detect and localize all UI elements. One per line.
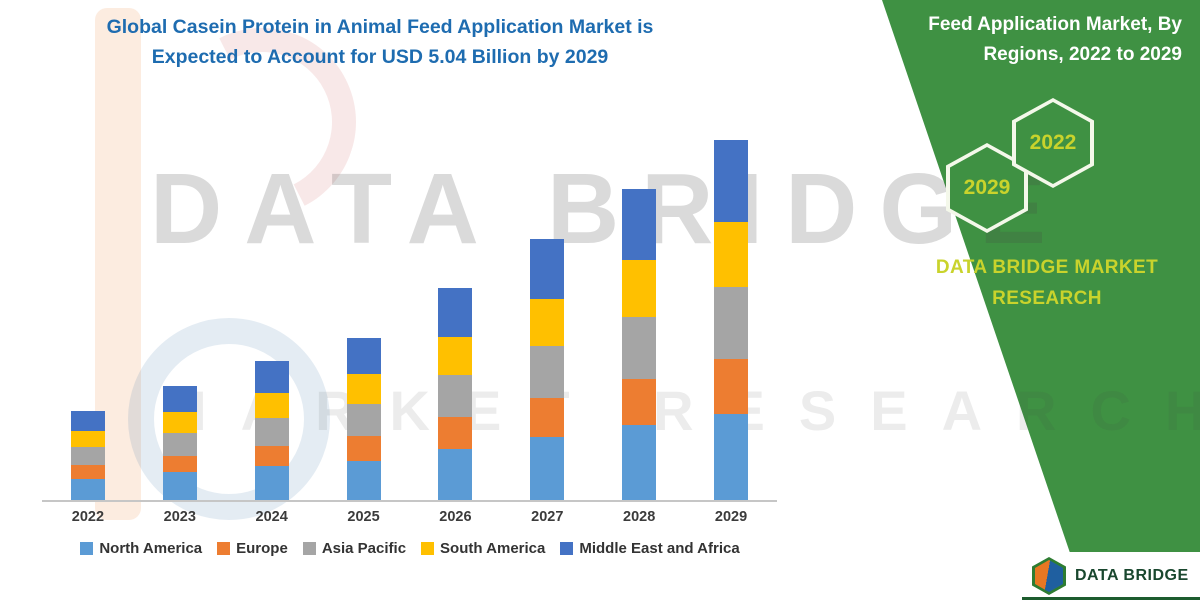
legend-swatch	[560, 542, 574, 555]
legend-item: North America	[80, 540, 202, 557]
bar-segment	[346, 436, 381, 461]
brand-text-line2: RESEARCH	[992, 288, 1102, 310]
bar-segment	[254, 445, 289, 467]
bar-segment	[530, 239, 565, 299]
stacked-bar	[346, 337, 381, 500]
legend-label: Europe	[236, 540, 288, 557]
bar-segment	[622, 316, 657, 379]
side-panel-heading-line2: Regions, 2022 to 2029	[983, 44, 1182, 66]
bar-segment	[438, 448, 473, 500]
bar-segment	[346, 403, 381, 437]
bar-2023	[134, 386, 226, 500]
bar-segment	[438, 287, 473, 337]
bar-segment	[162, 386, 197, 413]
bar-2024	[226, 361, 318, 500]
bar-segment	[254, 392, 289, 418]
stacked-bar	[162, 386, 197, 500]
stacked-bar	[622, 189, 657, 500]
legend-label: South America	[440, 540, 546, 557]
bar-2022	[42, 411, 134, 500]
bar-segment	[70, 465, 105, 479]
legend-item: Middle East and Africa	[560, 540, 740, 557]
bar-segment	[70, 478, 105, 500]
stacked-bar	[254, 361, 289, 500]
bar-segment	[70, 431, 105, 448]
x-axis-label: 2023	[163, 509, 196, 525]
chart-title: Global Casein Protein in Animal Feed App…	[55, 12, 705, 72]
bar-segment	[714, 359, 749, 414]
chart-legend: North America Europe Asia Pacific South Ame…	[30, 540, 790, 557]
bar-segment	[162, 432, 197, 456]
chart-title-line2: Expected to Account for USD 5.04 Billion…	[151, 46, 609, 69]
bar-segment	[438, 375, 473, 418]
bar-segment	[346, 337, 381, 375]
bar-segment	[254, 417, 289, 446]
bar-segment	[530, 437, 565, 500]
legend-label: Asia Pacific	[321, 540, 407, 557]
data-bridge-logo-icon	[1032, 557, 1066, 595]
bar-segment	[438, 417, 473, 449]
bar-segment	[530, 298, 565, 346]
x-axis-label: 2029	[714, 509, 748, 525]
stacked-bar-chart: 2022 2023 2024 2025 2026 2027 2028 2029	[42, 132, 777, 525]
bar-2029	[685, 140, 777, 500]
legend-swatch	[302, 542, 316, 555]
bar-segment	[346, 374, 381, 404]
hexagon-2022-year: 2022	[1016, 102, 1090, 184]
legend-item: Europe	[217, 540, 288, 557]
legend-item: South America	[421, 540, 545, 557]
x-axis-labels: 2022 2023 2024 2025 2026 2027 2028 2029	[42, 509, 777, 525]
stacked-bar	[438, 287, 473, 500]
footer-logo-text: DATA BRIDGE	[1075, 567, 1189, 584]
footer-green-line	[1022, 597, 1200, 600]
bar-segment	[714, 287, 749, 360]
legend-swatch	[421, 542, 435, 555]
legend-swatch	[80, 542, 94, 555]
x-axis-label: 2025	[347, 509, 380, 525]
brand-text: DATA BRIDGE MARKET RESEARCH	[922, 252, 1172, 315]
side-panel-heading: Feed Application Market, By Regions, 202…	[882, 10, 1182, 71]
bar-segment	[714, 140, 749, 223]
bar-segment	[622, 425, 657, 500]
bar-segment	[622, 260, 657, 317]
bar-segment	[530, 345, 565, 398]
bar-2025	[318, 337, 410, 500]
x-axis-label: 2028	[623, 509, 656, 525]
chart-title-line1: Global Casein Protein in Animal Feed App…	[106, 16, 654, 38]
bar-2026	[410, 287, 502, 500]
x-axis-label: 2022	[71, 509, 105, 525]
data-bridge-logo-icon-inner	[1035, 560, 1063, 592]
legend-label: North America	[99, 540, 203, 557]
bar-segment	[162, 472, 197, 500]
bar-segment	[622, 378, 657, 425]
bar-segment	[530, 397, 565, 438]
legend-item: Asia Pacific	[302, 540, 407, 557]
x-axis-label: 2026	[439, 509, 472, 525]
bar-segment	[438, 336, 473, 376]
stacked-bar	[70, 411, 105, 500]
bar-segment	[714, 413, 749, 500]
stacked-bar	[530, 239, 565, 500]
bar-segment	[346, 460, 381, 500]
x-axis-label: 2027	[531, 509, 564, 525]
bar-segment	[254, 361, 289, 393]
stacked-bar	[714, 140, 749, 500]
bar-segment	[70, 411, 105, 432]
bar-2027	[501, 239, 593, 500]
x-axis-label: 2024	[255, 509, 288, 525]
bar-segment	[714, 222, 749, 288]
brand-text-line1: DATA BRIDGE MARKET	[935, 257, 1159, 278]
bar-segment	[622, 189, 657, 261]
bar-segment	[162, 455, 197, 473]
bars	[42, 132, 777, 502]
legend-swatch	[217, 542, 231, 555]
bar-segment	[254, 466, 289, 500]
side-panel-heading-line1: Feed Application Market, By	[928, 14, 1182, 35]
bar-segment	[162, 412, 197, 433]
bar-2028	[593, 189, 685, 500]
footer-logo: DATA BRIDGE	[1022, 552, 1200, 600]
legend-label: Middle East and Africa	[579, 540, 740, 557]
bar-segment	[70, 447, 105, 466]
